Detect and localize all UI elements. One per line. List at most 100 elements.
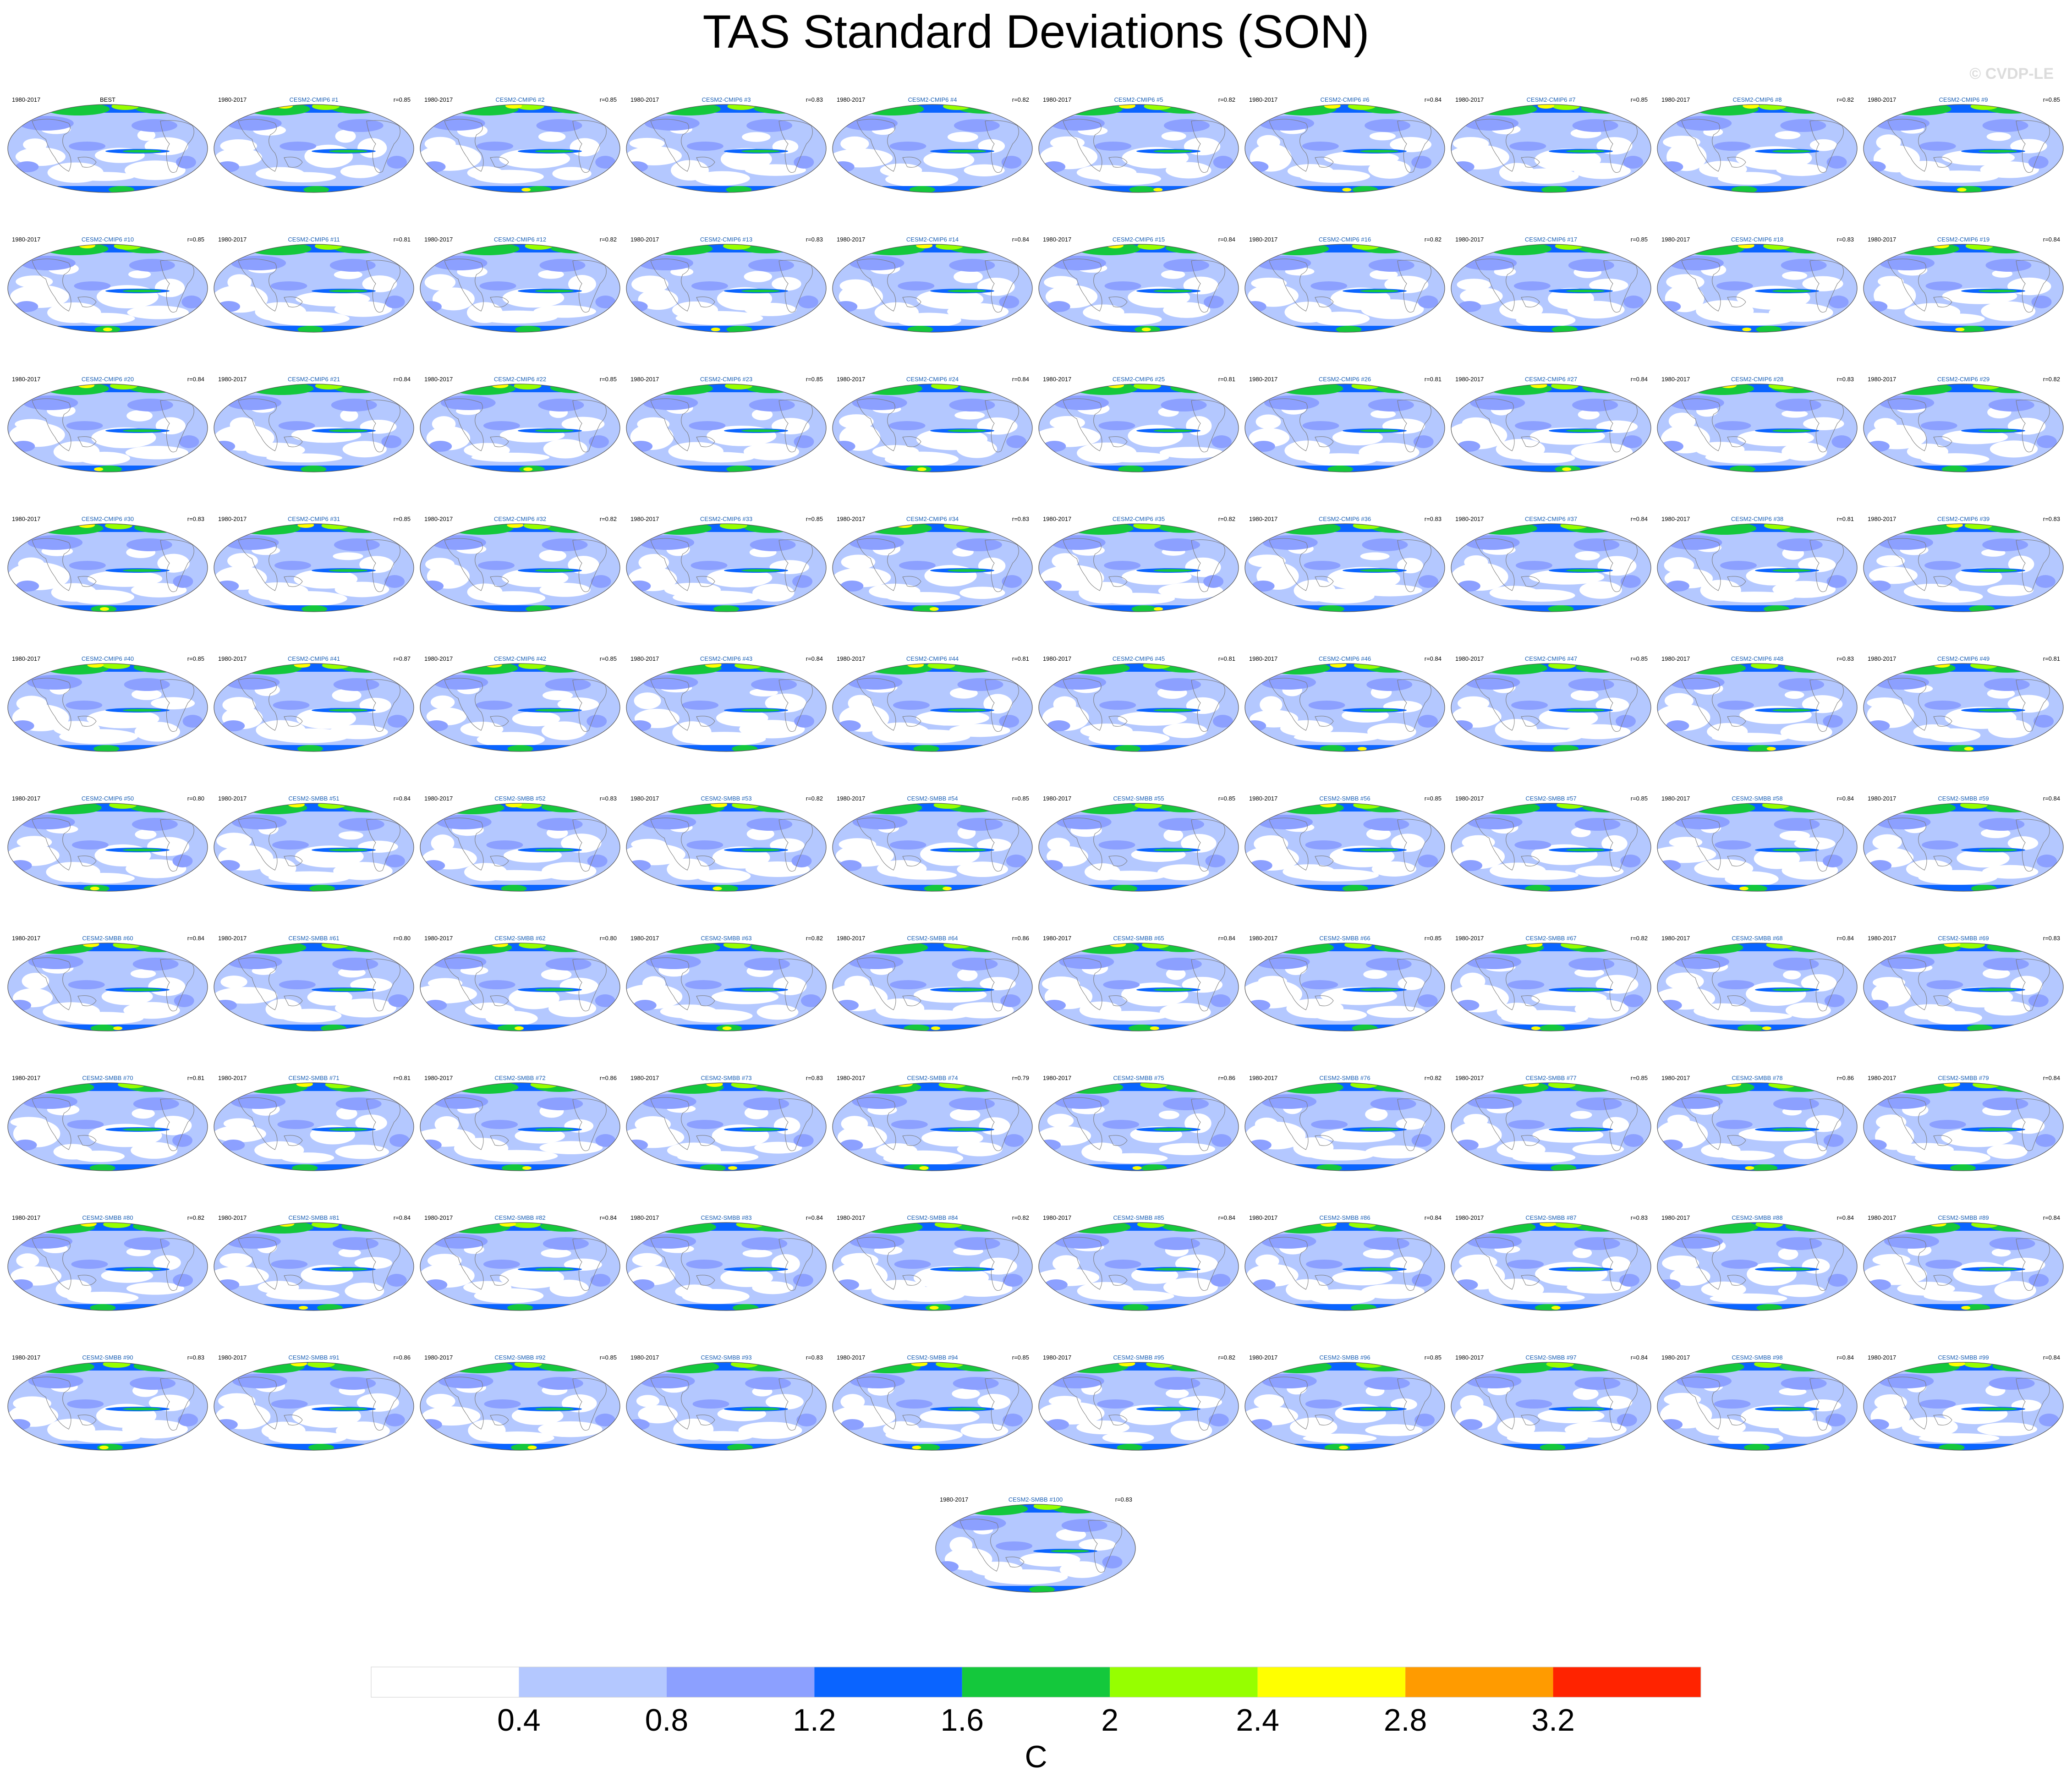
panel-period-label: 1980-2017 xyxy=(1249,1354,1278,1361)
map-panel: 1980-2017 CESM2-SMBB #85 r=0.84 xyxy=(1036,1214,1242,1352)
panel-member-name: CESM2-CMIP6 #48 xyxy=(1731,655,1784,662)
panel-correlation-label: r=0.80 xyxy=(187,795,204,802)
panel-period-label: 1980-2017 xyxy=(424,236,453,243)
global-map xyxy=(1244,803,1445,892)
panel-member-name: CESM2-CMIP6 #33 xyxy=(700,515,753,522)
map-panel: 1980-2017 CESM2-CMIP6 #11 r=0.81 xyxy=(211,236,417,373)
panel-correlation-label: r=0.83 xyxy=(599,795,617,802)
panel-member-name: CESM2-SMBB #85 xyxy=(1113,1214,1164,1221)
global-map xyxy=(626,1082,827,1171)
map-panel: 1980-2017 CESM2-SMBB #81 r=0.84 xyxy=(211,1214,417,1352)
map-panel: 1980-2017 CESM2-SMBB #59 r=0.84 xyxy=(1860,795,2067,932)
panel-correlation-label: r=0.83 xyxy=(2043,515,2060,522)
map-panel: 1980-2017 CESM2-CMIP6 #44 r=0.81 xyxy=(829,655,1036,793)
panel-member-name: CESM2-SMBB #53 xyxy=(701,795,752,802)
panel-correlation-label: r=0.84 xyxy=(599,1214,617,1221)
panel-correlation-label: r=0.84 xyxy=(1630,376,1648,383)
panel-correlation-label: r=0.81 xyxy=(393,1075,411,1081)
map-panel: 1980-2017 CESM2-SMBB #76 r=0.82 xyxy=(1242,1075,1448,1212)
panel-member-name: CESM2-CMIP6 #22 xyxy=(493,376,547,383)
panel-member-name: CESM2-CMIP6 #41 xyxy=(287,655,340,662)
panel-period-label: 1980-2017 xyxy=(1455,96,1484,103)
panel-member-name: CESM2-SMBB #59 xyxy=(1938,795,1989,802)
map-panel: 1980-2017 CESM2-SMBB #97 r=0.84 xyxy=(1448,1354,1654,1491)
panel-member-name: CESM2-CMIP6 #50 xyxy=(81,795,134,802)
map-panel: 1980-2017 CESM2-SMBB #54 r=0.85 xyxy=(829,795,1036,932)
global-map xyxy=(1657,943,1858,1031)
panel-period-label: 1980-2017 xyxy=(630,1354,659,1361)
global-map xyxy=(1244,1362,1445,1451)
panel-period-label: 1980-2017 xyxy=(1455,515,1484,522)
panel-correlation-label: r=0.80 xyxy=(599,935,617,942)
global-map xyxy=(1863,244,2064,333)
global-map xyxy=(1038,384,1239,472)
global-map xyxy=(1657,1222,1858,1311)
global-map xyxy=(420,803,620,892)
panel-correlation-label: r=0.85 xyxy=(187,655,204,662)
map-panel: 1980-2017 CESM2-CMIP6 #13 r=0.83 xyxy=(623,236,829,373)
panel-period-label: 1980-2017 xyxy=(630,655,659,662)
panel-period-label: 1980-2017 xyxy=(630,96,659,103)
map-panel: 1980-2017 CESM2-SMBB #79 r=0.84 xyxy=(1860,1075,2067,1212)
panel-period-label: 1980-2017 xyxy=(1043,515,1072,522)
global-map xyxy=(1244,523,1445,612)
global-map xyxy=(1038,943,1239,1031)
panel-correlation-label: r=0.84 xyxy=(187,376,204,383)
global-map xyxy=(7,1082,208,1171)
panel-member-name: CESM2-SMBB #87 xyxy=(1525,1214,1577,1221)
panel-period-label: 1980-2017 xyxy=(218,655,247,662)
map-panel: 1980-2017 CESM2-SMBB #98 r=0.84 xyxy=(1654,1354,1860,1491)
global-map xyxy=(7,104,208,193)
panel-period-label: 1980-2017 xyxy=(12,795,41,802)
map-panel: 1980-2017 CESM2-SMBB #55 r=0.85 xyxy=(1036,795,1242,932)
map-panel: 1980-2017 CESM2-CMIP6 #39 r=0.83 xyxy=(1860,515,2067,653)
map-panel: 1980-2017 CESM2-SMBB #90 r=0.83 xyxy=(5,1354,211,1491)
panel-period-label: 1980-2017 xyxy=(837,376,866,383)
colorbar-tick-label: 2.8 xyxy=(1383,1703,1427,1738)
panel-correlation-label: r=0.82 xyxy=(1424,236,1442,243)
panel-period-label: 1980-2017 xyxy=(424,935,453,942)
map-panel: 1980-2017 CESM2-CMIP6 #30 r=0.83 xyxy=(5,515,211,653)
map-panel: 1980-2017 CESM2-CMIP6 #1 r=0.85 xyxy=(211,96,417,234)
panel-member-name: CESM2-SMBB #63 xyxy=(701,935,752,942)
global-map xyxy=(832,104,1033,193)
panel-member-name: CESM2-SMBB #57 xyxy=(1525,795,1577,802)
panel-member-name: CESM2-CMIP6 #16 xyxy=(1318,236,1371,243)
colorbar-tick-label: 1.6 xyxy=(940,1703,984,1738)
panel-period-label: 1980-2017 xyxy=(218,935,247,942)
global-map xyxy=(1657,1082,1858,1171)
panel-period-label: 1980-2017 xyxy=(12,935,41,942)
map-panel: 1980-2017 CESM2-CMIP6 #9 r=0.85 xyxy=(1860,96,2067,234)
panel-period-label: 1980-2017 xyxy=(630,376,659,383)
panel-member-name: CESM2-SMBB #74 xyxy=(907,1075,958,1081)
panel-correlation-label: r=0.81 xyxy=(1218,655,1235,662)
map-panel: 1980-2017 CESM2-CMIP6 #43 r=0.84 xyxy=(623,655,829,793)
panel-period-label: 1980-2017 xyxy=(12,515,41,522)
panel-period-label: 1980-2017 xyxy=(630,1075,659,1081)
panel-member-name: CESM2-CMIP6 #17 xyxy=(1524,236,1578,243)
panel-period-label: 1980-2017 xyxy=(1661,236,1690,243)
panel-period-label: 1980-2017 xyxy=(1455,935,1484,942)
panel-member-name: CESM2-CMIP6 #46 xyxy=(1318,655,1371,662)
panel-period-label: 1980-2017 xyxy=(1661,376,1690,383)
global-map xyxy=(1451,384,1651,472)
panel-member-name: CESM2-SMBB #76 xyxy=(1319,1075,1370,1081)
global-map xyxy=(1038,1222,1239,1311)
global-map xyxy=(214,1082,414,1171)
map-panel: 1980-2017 CESM2-SMBB #74 r=0.79 xyxy=(829,1075,1036,1212)
panel-member-name: CESM2-SMBB #93 xyxy=(701,1354,752,1361)
map-panel: 1980-2017 CESM2-SMBB #83 r=0.84 xyxy=(623,1214,829,1352)
panel-correlation-label: r=0.84 xyxy=(1218,236,1235,243)
panel-correlation-label: r=0.84 xyxy=(1424,96,1442,103)
panel-period-label: 1980-2017 xyxy=(424,1354,453,1361)
panel-member-name: CESM2-SMBB #100 xyxy=(1008,1496,1063,1503)
panel-correlation-label: r=0.81 xyxy=(1836,515,1854,522)
panel-period-label: 1980-2017 xyxy=(837,655,866,662)
map-panel: 1980-2017 CESM2-CMIP6 #22 r=0.85 xyxy=(417,376,623,513)
panel-period-label: 1980-2017 xyxy=(1043,236,1072,243)
panel-member-name: CESM2-CMIP6 #37 xyxy=(1524,515,1578,522)
global-map xyxy=(1451,244,1651,333)
map-panel: 1980-2017 CESM2-SMBB #88 r=0.84 xyxy=(1654,1214,1860,1352)
global-map xyxy=(626,104,827,193)
panel-period-label: 1980-2017 xyxy=(218,795,247,802)
